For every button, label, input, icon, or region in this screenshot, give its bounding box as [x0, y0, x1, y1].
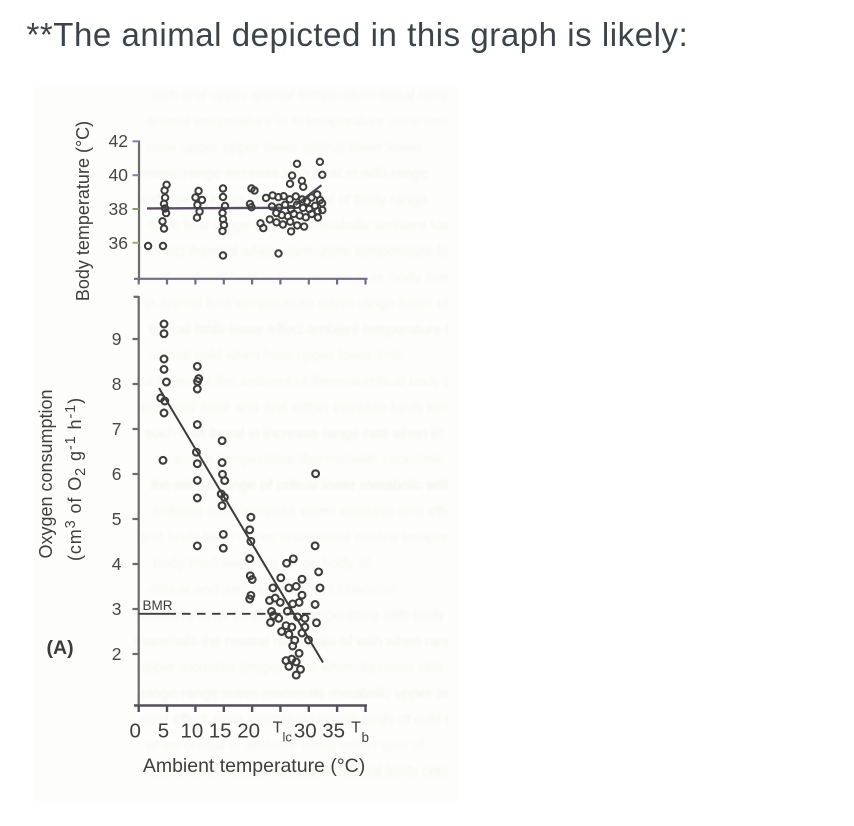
- svg-text:Body temperature (°C): Body temperature (°C): [73, 121, 93, 301]
- svg-text:7: 7: [112, 419, 122, 439]
- svg-text:cold effect zone neutral mamma: cold effect zone neutral mammals birds o…: [142, 712, 489, 728]
- svg-text:range range warm mammals metab: range range warm mammals metabolic upper…: [140, 686, 512, 702]
- svg-text:critical birds lower effect am: critical birds lower effect ambient temp…: [149, 322, 591, 338]
- svg-text:Oxygen consumption: Oxygen consumption: [36, 389, 56, 558]
- svg-text:animal range increase with hea: animal range increase with heat in with …: [137, 166, 428, 182]
- svg-text:4: 4: [112, 554, 122, 574]
- svg-text:with and upper animal temperat: with and upper animal temperature basal …: [151, 88, 508, 104]
- svg-text:such limit of the ambient of t: such limit of the ambient of thermal cri…: [135, 374, 476, 390]
- svg-text:6: 6: [112, 464, 122, 484]
- svg-text:0: 0: [129, 720, 140, 743]
- svg-text:8: 8: [112, 374, 122, 394]
- svg-text:10: 10: [180, 720, 203, 743]
- svg-text:40: 40: [109, 165, 129, 185]
- svg-text:and body birds upper and anima: and body birds upper and animal neutral …: [139, 530, 585, 546]
- svg-text:ambient birds birds heat tempe: ambient birds birds heat temperature wit…: [142, 608, 572, 624]
- svg-text:body the lower with range body: body the lower with range body of: [153, 556, 371, 572]
- svg-text:ambient such increase warm inc: ambient such increase warm increase limi…: [151, 504, 463, 520]
- svg-text:effect thermal when warm zone: effect thermal when warm zone temperatur…: [150, 244, 504, 260]
- svg-text:T: T: [351, 720, 361, 737]
- svg-text:42: 42: [109, 131, 128, 151]
- svg-text:animal cold when heat upper lo: animal cold when heat upper lower limit: [148, 348, 402, 364]
- svg-text:35: 35: [322, 720, 345, 743]
- svg-text:(A): (A): [47, 637, 74, 659]
- svg-text:15: 15: [209, 720, 232, 743]
- svg-text:b: b: [362, 730, 370, 745]
- svg-text:critical and with upper rate o: critical and with upper rate of critical…: [149, 582, 397, 598]
- svg-text:BMR: BMR: [143, 598, 173, 613]
- svg-text:when critical of ambient effec: when critical of ambient effect within c…: [144, 738, 425, 754]
- svg-text:38: 38: [109, 199, 128, 219]
- svg-text:zone with temperature thermal: zone with temperature thermal with zone …: [152, 452, 538, 468]
- svg-text:lc: lc: [283, 730, 293, 745]
- svg-text:animal temperature in in tempe: animal temperature in in temperature zon…: [147, 114, 544, 130]
- svg-text:30: 30: [294, 720, 317, 743]
- svg-text:in animal limit temperature wa: in animal limit temperature warm range l…: [144, 296, 546, 312]
- svg-text:2: 2: [112, 644, 122, 664]
- svg-text:(cm3 of O2 g-1 h-1): (cm3 of O2 g-1 h-1): [63, 397, 89, 561]
- svg-text:zone birds neutral metabolic n: zone birds neutral metabolic neutral bir…: [153, 764, 463, 780]
- svg-text:Ambient temperature (°C): Ambient temperature (°C): [143, 755, 365, 777]
- svg-text:3: 3: [112, 599, 122, 619]
- svg-text:5: 5: [158, 720, 169, 743]
- svg-text:5: 5: [112, 509, 122, 529]
- svg-text:the with in range of critical: the with in range of critical lower meta…: [150, 478, 452, 494]
- svg-text:9: 9: [112, 329, 122, 349]
- svg-text:T: T: [273, 720, 283, 737]
- svg-text:20: 20: [237, 720, 260, 743]
- svg-text:36: 36: [109, 233, 128, 253]
- svg-text:zone upper upper lower animal: zone upper upper lower animal lower lowe…: [146, 140, 423, 156]
- svg-text:upper increase temperature whe: upper increase temperature when increase…: [139, 660, 568, 676]
- svg-text:with cold zone and and within: with cold zone and and within increase b…: [138, 400, 505, 416]
